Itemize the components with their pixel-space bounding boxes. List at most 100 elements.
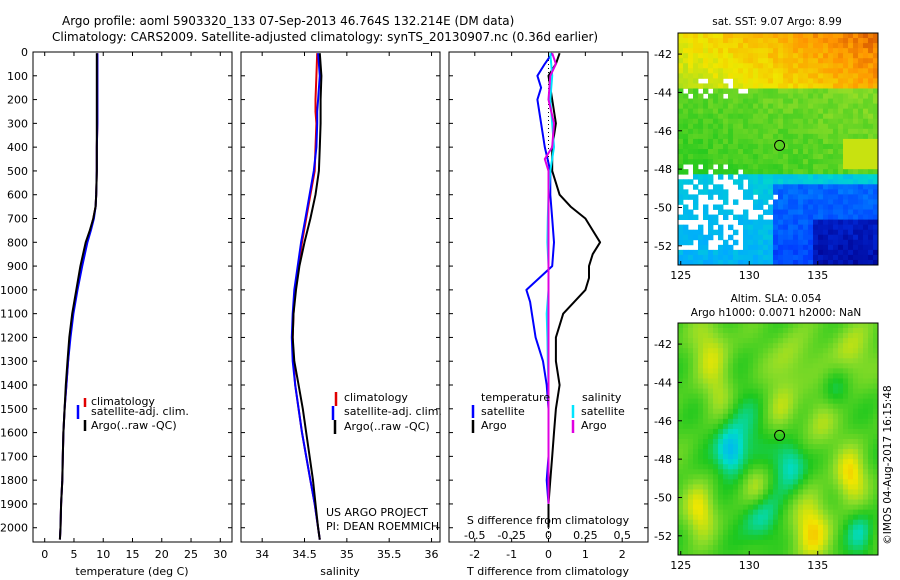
map-cell xyxy=(708,423,714,430)
map-cell xyxy=(803,479,809,485)
map-cell xyxy=(813,83,819,89)
map-cell xyxy=(863,184,869,190)
map-cell xyxy=(743,494,749,500)
map-cell xyxy=(803,323,809,329)
map-cell xyxy=(763,118,769,125)
map-cell xyxy=(818,53,824,59)
map-cell xyxy=(798,494,804,500)
map-cell xyxy=(743,189,749,195)
map-cell xyxy=(743,343,749,349)
map-cell xyxy=(683,224,689,231)
map-cell xyxy=(753,103,759,110)
map-cell xyxy=(758,444,764,450)
map-cell xyxy=(858,169,864,175)
map-cell xyxy=(793,224,799,231)
map-cell xyxy=(773,499,779,505)
lon-tick-label: 125 xyxy=(670,559,691,572)
map-cell xyxy=(693,413,699,420)
map-cell xyxy=(733,534,739,541)
map-cell xyxy=(863,259,869,266)
map-cell xyxy=(723,454,729,460)
map-cell xyxy=(798,189,804,195)
map-cell xyxy=(748,529,754,536)
map-cell xyxy=(778,403,784,410)
map-cell xyxy=(708,393,714,400)
map-cell xyxy=(708,219,714,226)
map-cell xyxy=(848,459,854,465)
map-cell xyxy=(803,68,809,74)
series-line xyxy=(58,53,99,540)
map-cell xyxy=(873,363,879,369)
map-cell xyxy=(823,98,829,105)
map-cell xyxy=(853,524,859,531)
map-cell xyxy=(823,189,829,195)
map-cell xyxy=(763,423,769,430)
map-cell xyxy=(793,418,799,425)
map-cell xyxy=(733,149,739,155)
map-cell xyxy=(703,383,709,389)
map-cell xyxy=(683,539,689,546)
map-cell xyxy=(813,244,819,251)
map-cell xyxy=(733,159,739,165)
map-cell xyxy=(798,179,804,185)
map-cell xyxy=(693,519,699,526)
map-cell xyxy=(843,474,849,480)
map-cell xyxy=(693,489,699,495)
map-cell xyxy=(848,484,854,490)
map-cell xyxy=(758,199,764,205)
map-cell xyxy=(693,83,699,89)
map-cell xyxy=(843,58,849,64)
map-cell xyxy=(873,333,879,339)
map-cell xyxy=(678,239,684,246)
map-cell xyxy=(828,544,834,551)
map-cell xyxy=(828,73,834,79)
depth-tick-label: 1900 xyxy=(0,498,28,511)
map-cell xyxy=(863,164,869,170)
map-cell xyxy=(833,524,839,531)
map-cell xyxy=(798,98,804,105)
map-cell xyxy=(738,128,744,135)
map-cell xyxy=(783,219,789,226)
map-cell xyxy=(778,358,784,364)
map-cell xyxy=(678,224,684,231)
map-cell xyxy=(683,323,689,329)
map-cell xyxy=(738,549,744,556)
map-cell xyxy=(678,413,684,420)
map-cell xyxy=(788,93,794,99)
map-cell xyxy=(763,363,769,369)
map-cell xyxy=(863,174,869,180)
map-cell xyxy=(713,383,719,389)
sst-title: sat. SST: 9.07 Argo: 8.99 xyxy=(712,16,842,28)
map-cell xyxy=(863,159,869,165)
map-cell xyxy=(823,174,829,180)
map-cell xyxy=(693,68,699,74)
map-cell xyxy=(818,138,824,145)
map-cell xyxy=(858,48,864,54)
map-cell xyxy=(763,428,769,435)
map-cell xyxy=(793,403,799,410)
map-cell xyxy=(853,254,859,261)
lon-tick-label: 135 xyxy=(807,559,828,572)
map-cell xyxy=(738,529,744,536)
map-cell xyxy=(698,408,704,415)
map-cell xyxy=(733,393,739,400)
map-cell xyxy=(708,48,714,54)
map-cell xyxy=(703,38,709,44)
map-cell xyxy=(798,194,804,200)
map-cell xyxy=(768,128,774,135)
map-cell xyxy=(708,433,714,440)
map-cell xyxy=(808,504,814,511)
map-cell xyxy=(808,133,814,140)
depth-tick-label: 1000 xyxy=(0,284,28,297)
map-cell xyxy=(873,113,879,120)
map-cell xyxy=(733,464,739,470)
depth-tick-label: 1800 xyxy=(0,474,28,487)
map-cell xyxy=(683,464,689,470)
map-cell xyxy=(768,489,774,495)
map-cell xyxy=(798,444,804,450)
map-cell xyxy=(823,154,829,160)
map-cell xyxy=(703,184,709,190)
map-cell xyxy=(793,449,799,455)
map-cell xyxy=(813,103,819,110)
map-cell xyxy=(773,474,779,480)
